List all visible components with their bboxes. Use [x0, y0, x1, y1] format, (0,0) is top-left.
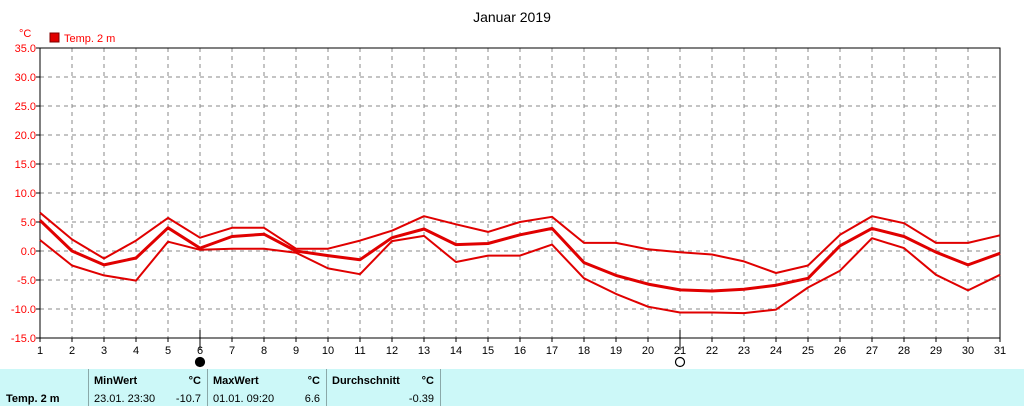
x-tick-label: 26	[834, 345, 846, 357]
x-tick-label: 17	[546, 345, 558, 357]
x-tick-label: 1	[37, 345, 43, 357]
y-tick-label: 30.0	[15, 72, 36, 84]
y-tick-label: 15.0	[15, 159, 36, 171]
x-axis: 1 2 3 4 5 6 7 8 9 10 11 12 13 14 15 16 17 18 19 20 21 22 23 24 2…	[37, 338, 1006, 357]
stats-min-cell: MinWert °C 23.01. 23:30 -10.7	[89, 369, 208, 406]
x-tick-label: 4	[133, 345, 139, 357]
series-line-max	[39, 211, 1001, 274]
min-unit: °C	[188, 375, 201, 387]
max-unit: °C	[307, 375, 320, 387]
temperature-chart: Januar 2019 °C Temp. 2 m 35.030.025.020.…	[11, 9, 1006, 368]
x-tick-label: 3	[101, 345, 107, 357]
min-time: 23.01. 23:30	[94, 393, 156, 405]
y-tick-label: -10.0	[11, 304, 36, 316]
y-tick-label: 0.0	[21, 246, 36, 258]
max-value: 6.6	[304, 393, 320, 405]
x-tick-label: 7	[229, 345, 235, 357]
stats-label-cell: Temp. 2 m	[0, 369, 89, 406]
chart-title: Januar 2019	[473, 9, 551, 25]
x-tick-label: 18	[578, 345, 590, 357]
series-line-min	[39, 234, 1001, 315]
series-line-mean	[38, 219, 1001, 293]
avg-value: -0.39	[408, 393, 434, 405]
moon-phases	[194, 330, 686, 368]
series	[38, 211, 1001, 315]
grid	[40, 48, 1000, 338]
x-tick-label: 8	[261, 345, 267, 357]
y-axis: 35.0 30.0 25.0 20.0 15.0 10.0 5.0 0.0 -5.0 -10.0 -…	[11, 43, 40, 345]
x-tick-label: 14	[450, 345, 462, 357]
y-tick-label: 25.0	[15, 101, 36, 113]
x-tick-label: 31	[994, 345, 1006, 357]
avg-unit: °C	[421, 375, 434, 387]
new-moon-icon	[194, 356, 206, 368]
x-tick-label: 23	[738, 345, 750, 357]
full-moon-icon	[674, 356, 686, 368]
x-tick-label: 15	[482, 345, 494, 357]
x-tick-label: 13	[418, 345, 430, 357]
x-tick-label: 11	[354, 345, 365, 357]
x-tick-label: 25	[802, 345, 814, 357]
min-value: -10.7	[175, 393, 201, 405]
x-tick-label: 10	[322, 345, 334, 357]
x-tick-label: 2	[69, 345, 75, 357]
legend-swatch	[49, 32, 60, 43]
max-title: MaxWert	[213, 375, 259, 387]
stats-series-label: Temp. 2 m	[6, 393, 60, 405]
x-tick-label: 16	[514, 345, 526, 357]
x-tick-label: 5	[165, 345, 171, 357]
x-tick-label: 27	[866, 345, 878, 357]
y-tick-label: 5.0	[21, 217, 36, 229]
y-tick-label: -15.0	[11, 333, 36, 345]
y-tick-label: 20.0	[15, 130, 36, 142]
x-tick-label: 30	[962, 345, 974, 357]
stats-max-cell: MaxWert °C 01.01. 09:20 6.6	[208, 369, 327, 406]
x-tick-label: 20	[642, 345, 654, 357]
x-tick-label: 24	[770, 345, 782, 357]
x-tick-label: 6	[197, 345, 203, 357]
min-title: MinWert	[94, 375, 138, 387]
max-time: 01.01. 09:20	[213, 393, 275, 405]
y-tick-label: 35.0	[15, 43, 36, 55]
y-axis-unit: °C	[19, 28, 31, 40]
x-tick-label: 28	[898, 345, 910, 357]
x-tick-label: 29	[930, 345, 942, 357]
avg-title: Durchschnitt	[332, 375, 400, 387]
x-tick-label: 19	[610, 345, 622, 357]
legend: Temp. 2 m	[49, 32, 115, 45]
legend-label: Temp. 2 m	[64, 33, 115, 45]
y-tick-label: 10.0	[15, 188, 36, 200]
x-tick-label: 22	[706, 345, 718, 357]
stats-avg-cell: Durchschnitt °C -0.39	[327, 369, 441, 406]
y-tick-label: -5.0	[17, 275, 36, 287]
x-tick-label: 21	[674, 345, 686, 357]
x-tick-label: 12	[386, 345, 398, 357]
statistics-bar: Temp. 2 m MinWert °C 23.01. 23:30 -10.7 …	[0, 369, 1024, 406]
x-tick-label: 9	[293, 345, 299, 357]
